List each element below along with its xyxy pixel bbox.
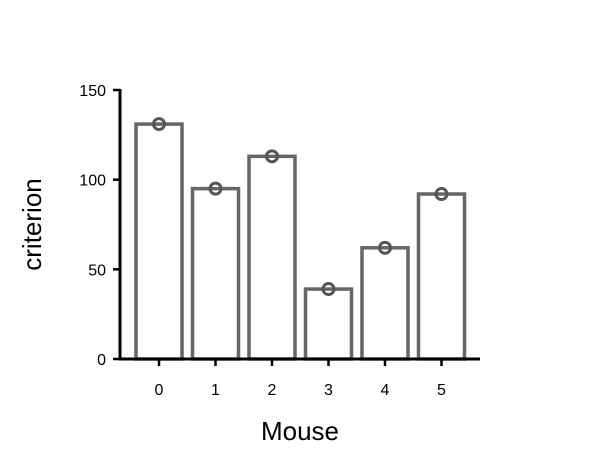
bar-mouse-1 [190,186,241,361]
y-axis-title: criterion [17,178,47,270]
y-tick-label-100: 100 [79,173,106,190]
points-group [152,117,449,297]
x-tick-label-3: 3 [324,382,333,399]
x-tick-label-4: 4 [381,382,390,399]
y-tick-label-0: 0 [97,352,106,369]
bar-mouse-2 [247,154,297,361]
point-mouse-2 [265,149,279,164]
bar-mouse-3 [303,287,354,361]
point-mouse-1 [208,181,223,196]
y-tick-label-150: 150 [79,83,106,100]
y-ticks-group: 0 50 100 150 [79,83,120,369]
point-mouse-0 [152,117,166,132]
y-tick-label-50: 50 [88,262,106,279]
x-axis-title: Mouse [261,416,339,446]
x-tick-label-1: 1 [211,382,220,399]
x-ticks-group: 0 1 2 3 4 5 [155,359,446,399]
bar-mouse-0 [134,122,184,361]
point-mouse-4 [378,240,392,255]
bar-mouse-5 [416,192,467,361]
point-mouse-3 [321,282,336,297]
x-tick-label-0: 0 [155,382,164,399]
x-tick-label-2: 2 [268,382,277,399]
x-tick-label-5: 5 [437,382,446,399]
bar-mouse-4 [360,246,410,361]
point-mouse-5 [434,187,449,202]
bars-group [134,122,467,361]
